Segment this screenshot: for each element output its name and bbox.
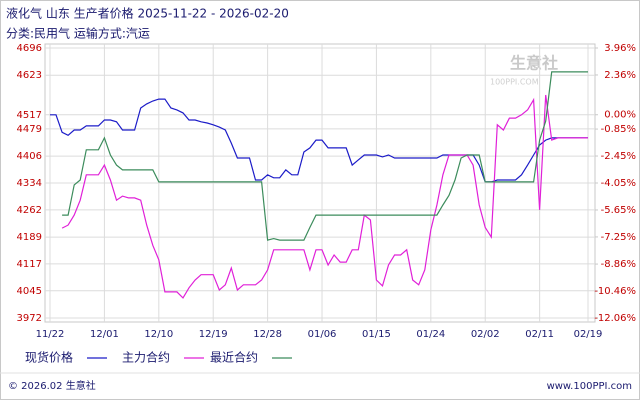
watermark: 生意社 [510,54,558,73]
y-tick-label: 4517 [17,110,42,121]
y2-tick-label: -4.05% [601,178,636,189]
y-tick-label: 3972 [17,313,42,324]
legend-label: 最近合约 [210,350,258,365]
x-tick-label: 02/11 [525,329,554,340]
series-line [50,98,588,183]
series-line [62,71,588,241]
y-tick-label: 4117 [17,259,42,270]
x-tick-label: 02/19 [574,329,603,340]
y2-tick-label: 2.36% [604,70,636,81]
legend-label: 现货价格 [25,350,73,365]
series-line [61,94,588,299]
y-tick-label: 4406 [17,151,42,162]
y2-tick-label: -12.06% [594,313,636,324]
y2-tick-label: -5.65% [601,205,636,216]
y-tick-label: 4334 [17,178,42,189]
x-tick-label: 02/02 [471,329,500,340]
x-tick-label: 12/28 [253,329,282,340]
x-tick-label: 01/06 [308,329,337,340]
x-tick-label: 12/19 [199,329,228,340]
chart-title: 液化气 山东 生产者价格 2025-11-22 - 2026-02-20 [6,6,289,21]
x-tick-label: 12/01 [90,329,119,340]
legend-label: 主力合约 [122,350,170,365]
y-tick-label: 4045 [17,286,42,297]
footer-left: © 2026.02 生意社 [8,379,96,392]
y2-tick-label: -8.86% [601,259,636,270]
x-tick-label: 01/24 [416,329,445,340]
y2-tick-label: 3.96% [604,43,636,54]
y2-tick-label: -0.85% [601,124,636,135]
y-tick-label: 4696 [17,43,42,54]
chart-subtitle: 分类:民用气 运输方式:汽运 [6,26,150,41]
y2-tick-label: -10.46% [594,286,636,297]
footer-right: www.100PPI.com [547,381,632,392]
x-tick-label: 12/10 [144,329,173,340]
y-tick-label: 4262 [17,205,42,216]
y-tick-label: 4189 [17,232,42,243]
y2-tick-label: -7.25% [601,232,636,243]
x-tick-label: 11/22 [36,329,65,340]
y2-tick-label: 0.00% [604,110,636,121]
watermark-sub: 100PPI.COM [490,78,539,87]
y2-tick-label: -2.45% [601,151,636,162]
y-tick-label: 4479 [17,124,42,135]
x-tick-label: 01/15 [362,329,391,340]
y-tick-label: 4623 [17,70,42,81]
